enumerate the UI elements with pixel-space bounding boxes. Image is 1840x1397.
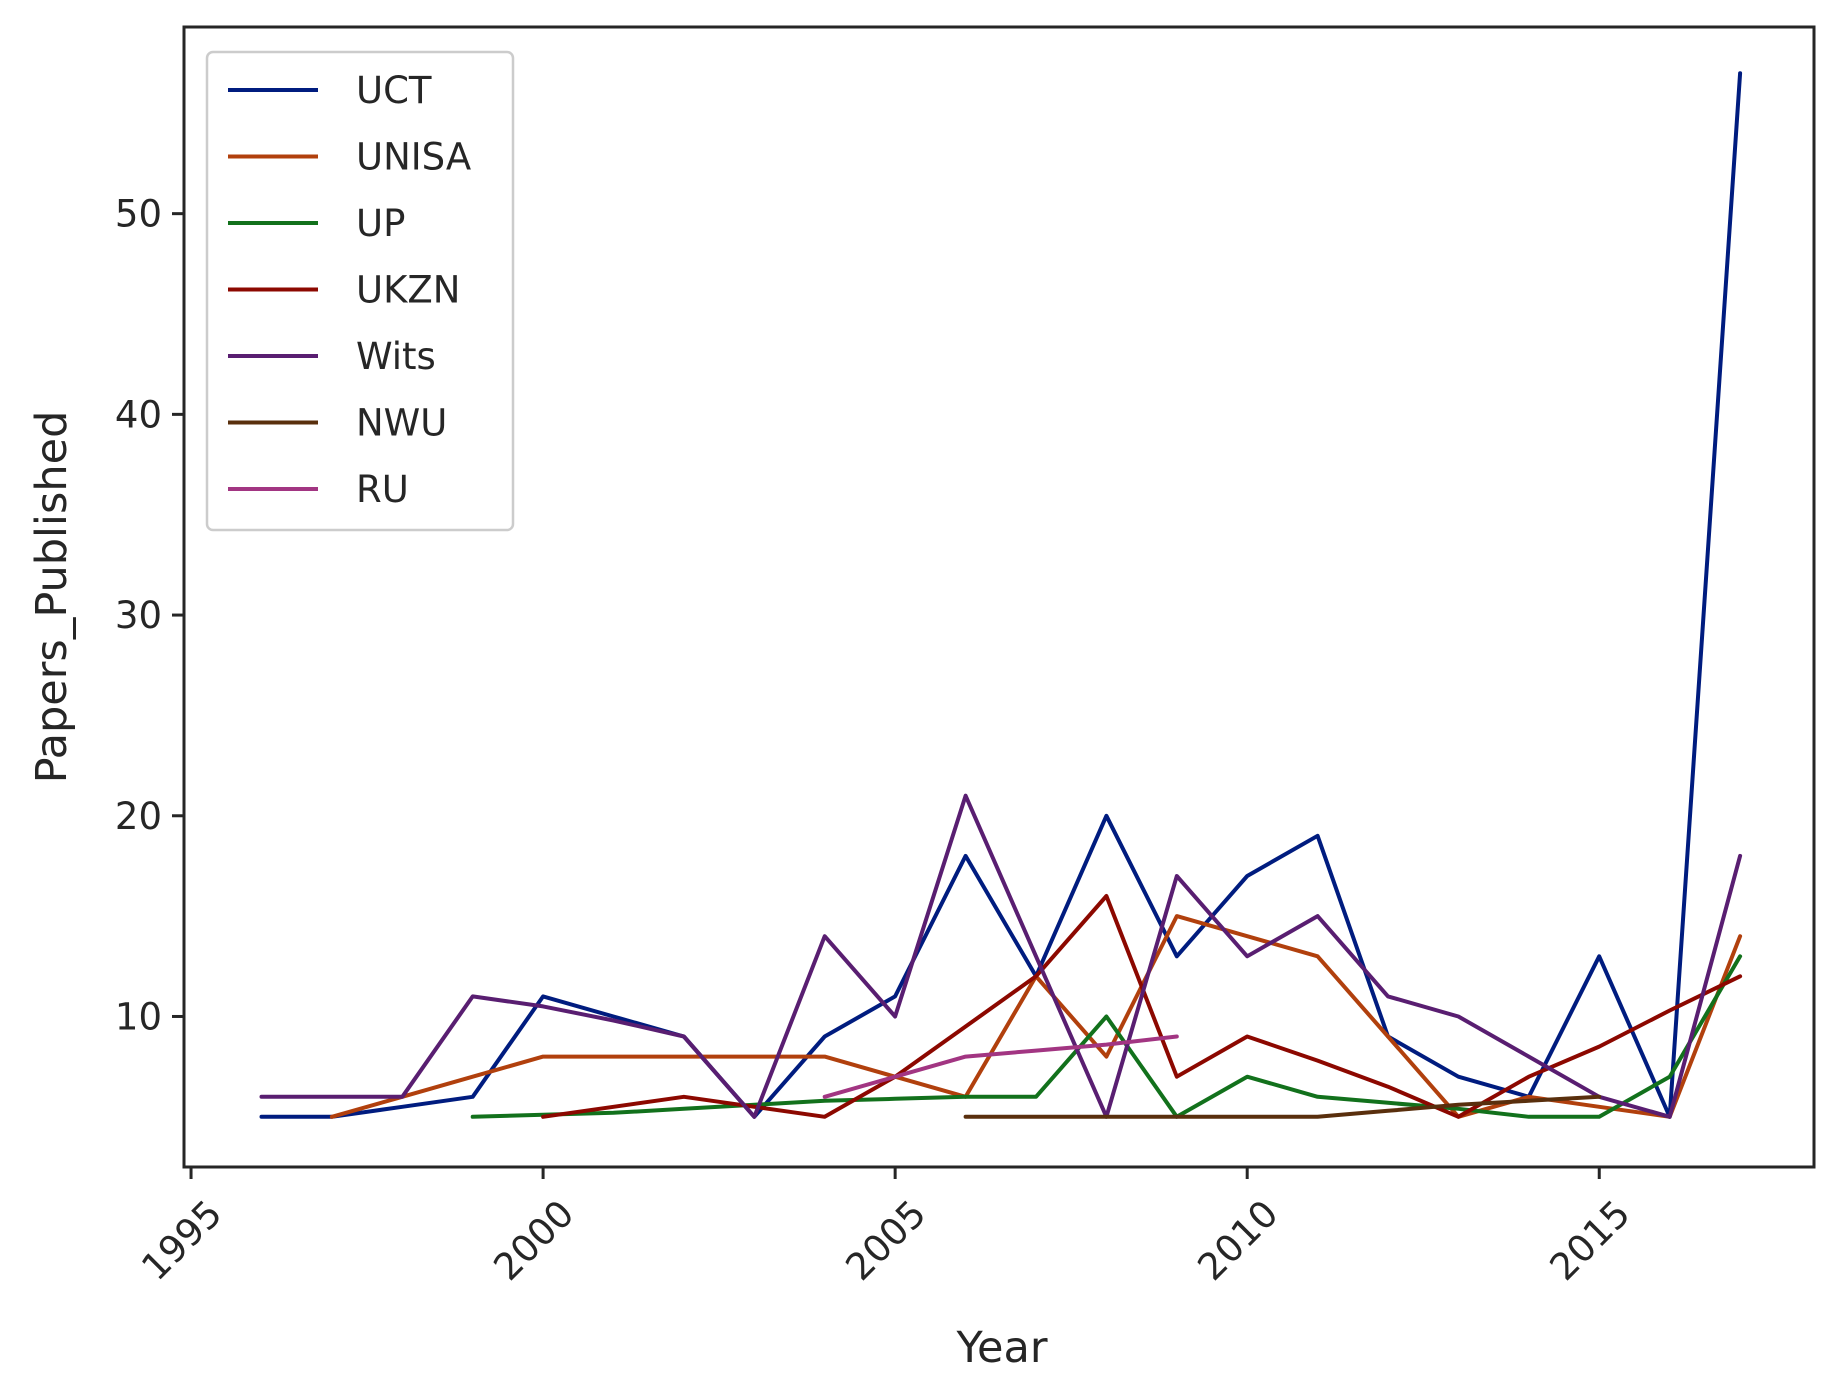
legend-label-uct: UCT: [356, 69, 432, 112]
x-tick-label: 2010: [1189, 1192, 1286, 1289]
y-tick-label: 30: [115, 594, 162, 637]
legend-box: [205, 50, 515, 532]
x-tick-label: 1995: [133, 1192, 230, 1289]
plot-frame: [182, 25, 1816, 1169]
series-line-ru: [822, 1034, 1179, 1099]
x-axis-ticks: 1995 2000 2005 2010 2015: [133, 1167, 1639, 1289]
legend-label-nwu: NWU: [356, 402, 447, 445]
legend: UCT UNISA UP UKZN Wits NWU RU: [205, 50, 515, 532]
x-tick-label: 2015: [1542, 1192, 1639, 1289]
legend-label-ru: RU: [356, 468, 409, 511]
legend-items: UCT UNISA UP UKZN Wits NWU RU: [228, 69, 471, 511]
x-axis-label: Year: [955, 1323, 1047, 1373]
legend-label-unisa: UNISA: [356, 136, 471, 179]
series-layer: [259, 71, 1743, 1119]
series-line-uct: [259, 71, 1743, 1119]
series-line-wits: [259, 793, 1743, 1119]
x-tick-label: 2005: [837, 1192, 934, 1289]
series-line-up: [470, 954, 1743, 1119]
series-line-ukzn: [541, 894, 1743, 1119]
x-tick-label: 2000: [485, 1192, 582, 1289]
y-tick-label: 40: [115, 393, 162, 436]
series-line-nwu: [963, 1094, 1602, 1119]
y-tick-label: 10: [115, 995, 162, 1038]
y-tick-label: 20: [115, 795, 162, 838]
y-axis-ticks: 10 20 30 40 50: [115, 193, 184, 1038]
legend-label-ukzn: UKZN: [356, 269, 460, 312]
y-axis-label: Papers_Published: [27, 411, 77, 784]
legend-label-wits: Wits: [356, 335, 436, 378]
legend-label-up: UP: [356, 202, 405, 245]
y-tick-label: 50: [115, 193, 162, 236]
